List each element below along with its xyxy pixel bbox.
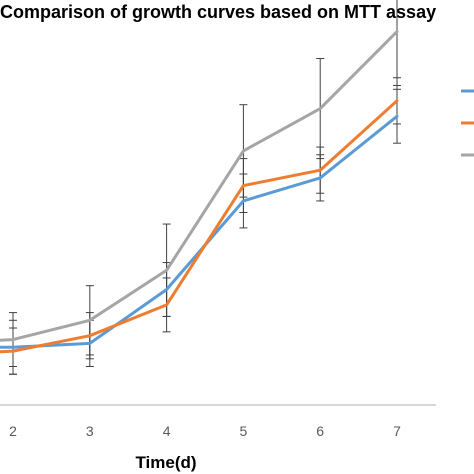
x-tick-label: 3 — [86, 423, 94, 439]
legend — [461, 89, 474, 157]
x-axis-label: Time(d) — [135, 453, 196, 472]
x-tick-label: 7 — [393, 423, 401, 439]
series-line-2 — [0, 99, 399, 354]
x-tick-label: 6 — [316, 423, 324, 439]
error-bars — [9, 0, 401, 375]
series-line-1 — [0, 114, 399, 349]
series-lines — [0, 30, 399, 354]
x-tick-label: 2 — [9, 423, 17, 439]
chart-title: Comparison of growth curves based on MTT… — [0, 2, 436, 22]
x-tick-label: 4 — [163, 423, 171, 439]
x-tick-label: 5 — [240, 423, 248, 439]
series-line-3 — [0, 30, 399, 342]
x-tick-labels: 2 3 4 5 6 7 — [9, 423, 401, 439]
